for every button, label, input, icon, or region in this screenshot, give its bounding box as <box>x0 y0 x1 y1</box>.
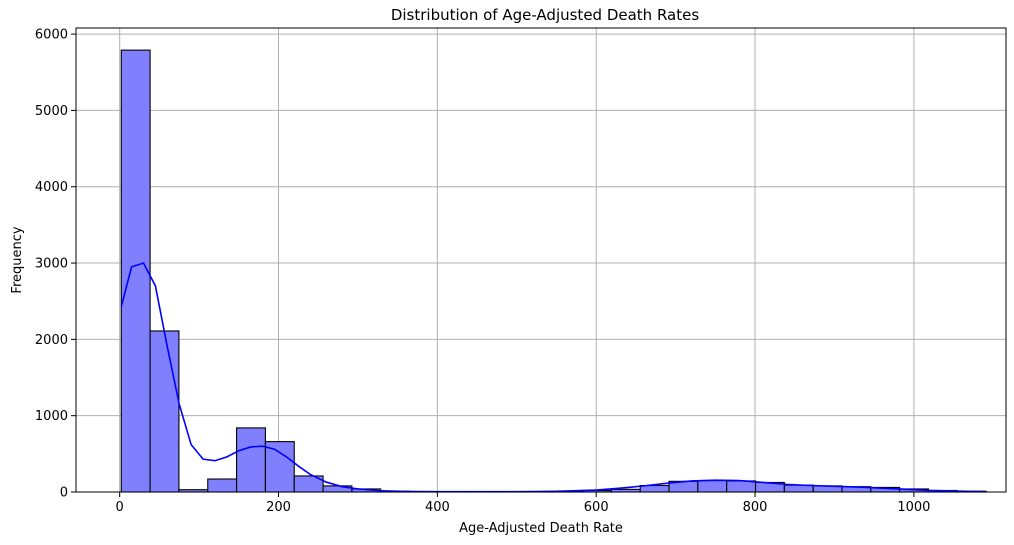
x-axis-label: Age-Adjusted Death Rate <box>459 521 623 536</box>
histogram-bars <box>120 49 987 493</box>
chart-title: Distribution of Age-Adjusted Death Rates <box>391 6 700 24</box>
y-axis-ticks: 0 1000 2000 3000 4000 5000 6000 <box>35 28 76 501</box>
y-tick-label-2: 2000 <box>35 333 68 348</box>
histogram-bar-20 <box>697 480 728 493</box>
x-tick-label-5: 1000 <box>897 500 930 515</box>
histogram-bar-1 <box>149 330 180 493</box>
y-axis-label: Frequency <box>10 226 25 293</box>
y-tick-label-3: 3000 <box>35 257 68 272</box>
x-tick-label-4: 800 <box>743 500 768 515</box>
histogram-bar-0 <box>120 49 151 493</box>
histogram-bar-4 <box>236 427 266 493</box>
y-tick-label-4: 4000 <box>35 180 68 195</box>
x-axis-ticks: 0 200 400 600 800 1000 <box>116 492 930 515</box>
x-tick-label-2: 400 <box>425 500 450 515</box>
histogram-bar-3 <box>207 478 238 493</box>
kde-curve <box>120 262 987 493</box>
x-tick-label-3: 600 <box>584 500 609 515</box>
y-tick-label-5: 5000 <box>35 104 68 119</box>
y-tick-label-1: 1000 <box>35 409 68 424</box>
grid-lines <box>76 28 1006 493</box>
histogram-bar-21 <box>726 480 757 493</box>
histogram-bar-5 <box>264 441 295 493</box>
x-tick-label-0: 0 <box>116 500 124 515</box>
y-tick-label-6: 6000 <box>35 28 68 43</box>
y-tick-label-0: 0 <box>60 486 68 501</box>
x-tick-label-1: 200 <box>266 500 291 515</box>
plot-frame <box>75 27 1007 493</box>
